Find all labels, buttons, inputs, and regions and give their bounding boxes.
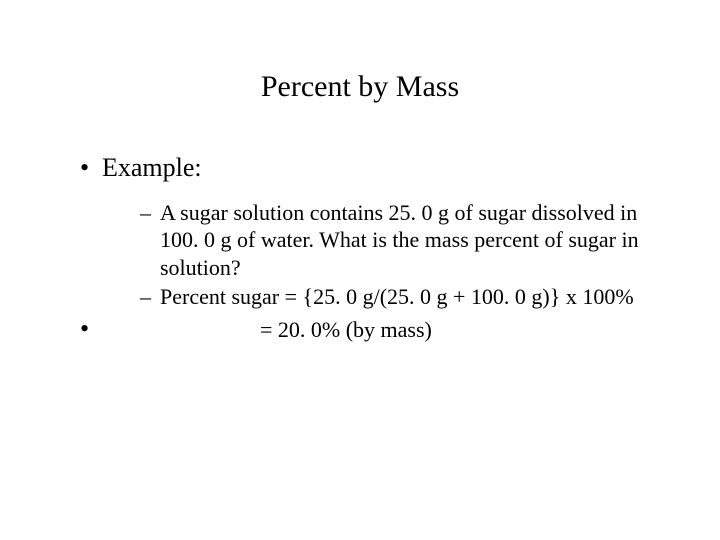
- slide: Percent by Mass Example: A sugar solutio…: [0, 0, 720, 540]
- bullet-example-label: Example:: [102, 153, 202, 182]
- result-text: = 20. 0% (by mass): [102, 316, 432, 344]
- sub-bullet-group: A sugar solution contains 25. 0 g of sug…: [80, 199, 650, 311]
- slide-content: Example: A sugar solution contains 25. 0…: [0, 152, 720, 345]
- sub-bullet-formula-text: Percent sugar = {25. 0 g/(25. 0 g + 100.…: [160, 284, 634, 309]
- slide-title: Percent by Mass: [0, 70, 720, 104]
- sub-bullet-problem: A sugar solution contains 25. 0 g of sug…: [140, 199, 650, 282]
- bullet-result: = 20. 0% (by mass): [80, 313, 650, 346]
- bullet-example: Example:: [80, 152, 650, 185]
- sub-bullet-problem-text: A sugar solution contains 25. 0 g of sug…: [160, 200, 639, 280]
- sub-bullet-formula: Percent sugar = {25. 0 g/(25. 0 g + 100.…: [140, 283, 650, 311]
